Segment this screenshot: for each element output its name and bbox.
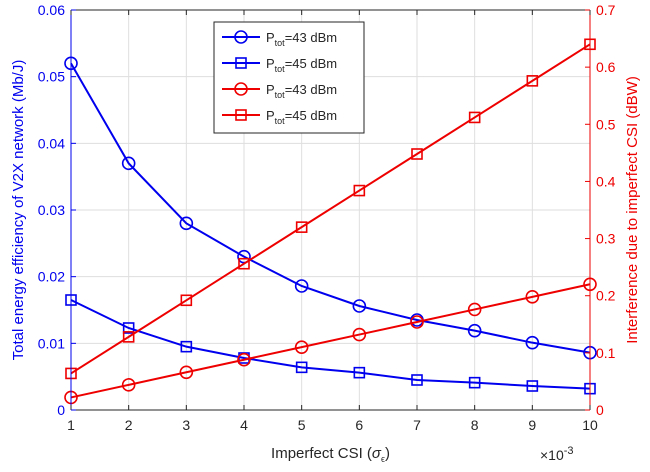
x-multiplier: ×10-3 <box>540 445 574 463</box>
series-4 <box>65 38 596 380</box>
y-right-tick-label: 0.7 <box>596 2 616 18</box>
legend-marker <box>234 82 248 96</box>
x-tick-label: 4 <box>240 417 248 433</box>
series-line <box>70 299 591 390</box>
data-point <box>526 380 539 392</box>
x-tick-label: 1 <box>67 417 75 433</box>
y-left-tick-label: 0 <box>57 402 65 418</box>
x-tick-label: 3 <box>182 417 190 433</box>
legend-item: Ptot=43 dBm <box>222 82 337 100</box>
y-left-tick-label: 0.02 <box>38 269 65 285</box>
x-tick-label: 10 <box>582 417 598 433</box>
data-point <box>121 378 136 392</box>
y-right-tick-label: 0.5 <box>596 116 616 132</box>
y-left-tick-label: 0.01 <box>38 335 65 351</box>
legend-marker <box>235 57 247 69</box>
data-point <box>180 294 193 307</box>
y-left-tick-label: 0.03 <box>38 202 65 218</box>
y-right-axis-label: Interference due to imperfect CSI (dBW) <box>624 76 641 344</box>
data-point <box>526 75 539 87</box>
legend-label: Ptot=45 dBm <box>266 108 337 126</box>
data-point <box>180 340 193 353</box>
y-left-axis-label: Total energy efficiency of V2X network (… <box>10 60 27 361</box>
series-line <box>70 43 591 375</box>
data-point <box>468 376 481 389</box>
data-point <box>294 340 309 354</box>
x-tick-label: 6 <box>355 417 363 433</box>
data-point <box>294 279 309 293</box>
data-point <box>468 111 481 124</box>
data-point <box>467 323 482 338</box>
data-point <box>295 361 308 374</box>
data-point <box>295 221 308 233</box>
data-point <box>238 257 250 270</box>
legend-item: Ptot=45 dBm <box>222 108 337 126</box>
legend-marker <box>234 30 248 44</box>
axes: 1 2 3 4 5 6 7 8 9 1000.010.020.030.040.050.0600.1… <box>10 2 641 464</box>
data-point <box>237 352 251 367</box>
x-tick-label: 2 <box>125 417 133 433</box>
series-1 <box>64 56 597 360</box>
series-line <box>70 62 591 354</box>
data-point <box>410 315 424 329</box>
data-point <box>353 184 366 197</box>
data-point <box>467 302 482 317</box>
legend-marker <box>235 109 247 121</box>
y-right-tick-label: 0.3 <box>596 231 616 247</box>
y-left-tick-label: 0.05 <box>38 69 65 85</box>
y-right-tick-label: 0.2 <box>596 288 616 304</box>
y-left-tick-label: 0.06 <box>38 2 65 18</box>
legend-label: Ptot=45 dBm <box>266 56 337 74</box>
legend: Ptot=43 dBm Ptot=45 dBm Ptot=43 dBm Ptot=45… <box>213 21 365 134</box>
legend-item: Ptot=45 dBm <box>222 56 337 74</box>
data-point <box>353 366 366 379</box>
y-left-tick-label: 0.04 <box>38 135 65 151</box>
data-point <box>411 374 423 386</box>
legend-item: Ptot=43 dBm <box>222 30 337 48</box>
data-point <box>525 290 540 304</box>
series-line <box>70 283 591 399</box>
x-tick-label: 5 <box>298 417 306 433</box>
data-point <box>525 335 540 350</box>
x-axis-label: Imperfect CSI (σϵ) <box>271 445 390 464</box>
data-point <box>122 322 135 334</box>
data-point <box>121 156 136 171</box>
data-point <box>411 148 423 160</box>
x-tick-label: 8 <box>471 417 479 433</box>
y-right-tick-label: 0.1 <box>596 345 616 361</box>
data-point <box>179 216 194 231</box>
series-2 <box>65 294 596 395</box>
y-right-tick-label: 0.4 <box>596 173 616 189</box>
y-right-tick-label: 0.6 <box>596 59 616 75</box>
data-point <box>352 299 367 313</box>
data-point <box>179 365 194 380</box>
data-point <box>122 331 135 343</box>
x-tick-label: 9 <box>528 417 536 433</box>
legend-label: Ptot=43 dBm <box>266 30 337 48</box>
y-right-tick-label: 0 <box>596 402 604 418</box>
series-layer <box>64 38 597 405</box>
data-point <box>352 327 367 342</box>
x-tick-label: 7 <box>413 417 421 433</box>
legend-label: Ptot=43 dBm <box>266 82 337 100</box>
